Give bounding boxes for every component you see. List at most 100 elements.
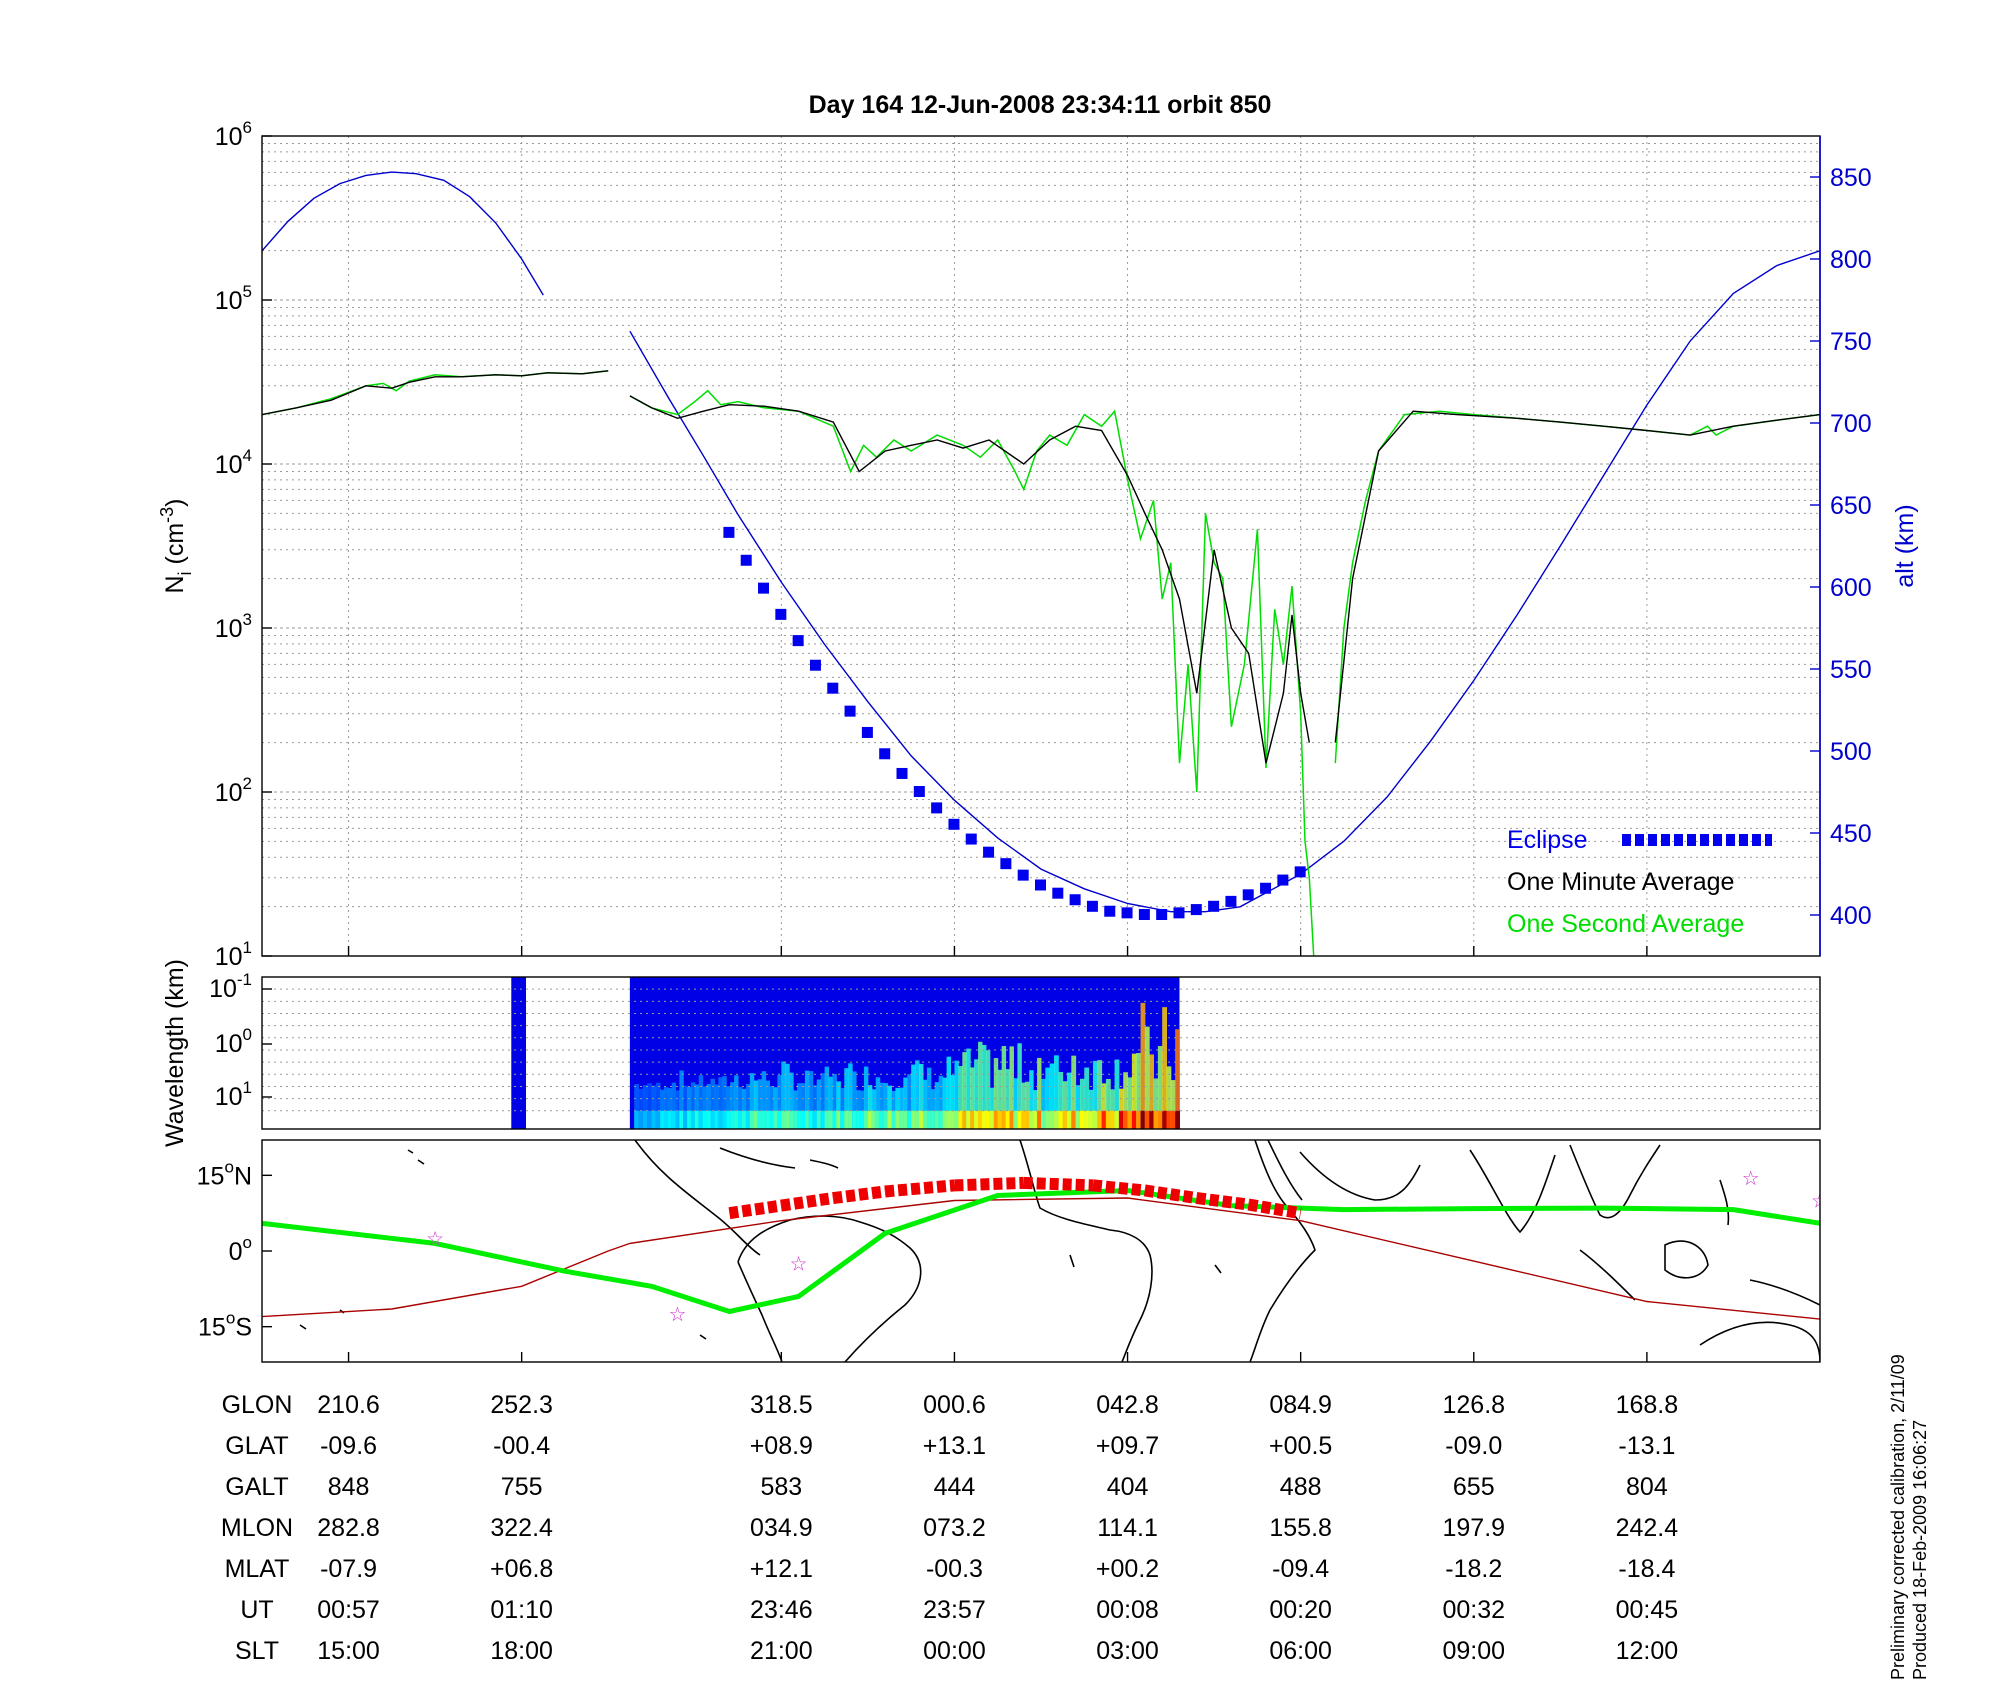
table-cell: +13.1 [923, 1432, 986, 1460]
tick-base: 10 [215, 123, 243, 151]
east-africa-coast [1249, 1140, 1316, 1362]
spectrogram-base [664, 1110, 669, 1129]
spectrogram-column [1021, 1082, 1026, 1129]
spectrogram-column [769, 1086, 774, 1129]
spectrogram-column [962, 1052, 967, 1129]
spectrogram-base [1123, 1110, 1129, 1129]
eclipse-marker [827, 682, 839, 694]
eclipse-marker [879, 748, 891, 760]
one-minute-average-line [262, 370, 609, 416]
spectrogram-base [793, 1110, 798, 1129]
tick-exponent: 6 [243, 118, 252, 137]
spectrogram-column [966, 1048, 971, 1129]
wavelength-tick-label: 101 [215, 1078, 252, 1111]
spectrogram-base [824, 1110, 830, 1129]
table-cell: 210.6 [317, 1391, 380, 1419]
spectrogram-column [946, 1056, 952, 1129]
spectrogram-base [694, 1110, 700, 1129]
spectrogram-column [738, 1086, 743, 1129]
spectrogram-block [511, 977, 526, 1129]
eclipse-marker [809, 659, 821, 671]
spectrogram-column [638, 1088, 644, 1129]
table-cell: 00:20 [1269, 1596, 1332, 1624]
spectrogram-base [907, 1110, 912, 1129]
spectrogram-column [745, 1083, 751, 1129]
eclipse-marker [1017, 869, 1029, 881]
degree-mark: o [226, 1309, 235, 1328]
legend-second-label: One Second Average [1507, 910, 1744, 938]
spectrogram-column [765, 1080, 771, 1129]
table-cell: +12.1 [750, 1555, 813, 1583]
altitude-curve [262, 171, 544, 296]
sumatra-coast [1579, 1249, 1636, 1301]
spectrogram-base [899, 1110, 904, 1129]
spectrogram-base [642, 1110, 648, 1129]
altitude-tick-label: 550 [1830, 656, 1872, 684]
spectrogram-column [718, 1077, 723, 1129]
table-cell: 034.9 [750, 1514, 813, 1542]
table-cell: 042.8 [1096, 1391, 1159, 1419]
spectrogram-column [679, 1070, 684, 1129]
table-cell: 01:10 [490, 1596, 553, 1624]
spectrogram-column [1029, 1070, 1034, 1129]
spectrogram-base [1021, 1110, 1026, 1129]
spectrogram-column [954, 1060, 959, 1129]
spectrogram-column [1105, 1078, 1111, 1129]
table-cell: 23:57 [923, 1596, 986, 1624]
density-grid [262, 136, 1820, 957]
table-cell: +09.7 [1096, 1432, 1159, 1460]
spectrogram-base [761, 1110, 767, 1129]
tick-exponent: 4 [243, 446, 252, 465]
spectrogram-column [1066, 1072, 1072, 1129]
density-axis-label: Ni (cm-3) [157, 498, 195, 593]
hemisphere-letter: S [235, 1314, 252, 1342]
eclipse-marker [861, 726, 873, 738]
spectrogram-base [698, 1110, 704, 1129]
spectrogram-column [749, 1073, 755, 1129]
spectrogram-base [922, 1110, 928, 1129]
spectrogram-base [765, 1110, 771, 1129]
spectrogram-column [1075, 1085, 1081, 1129]
table-cell: -18.4 [1618, 1555, 1675, 1583]
density-axis-exponent: -3 [157, 507, 177, 523]
spectrogram-base [934, 1110, 940, 1129]
spectrogram-base [1066, 1110, 1072, 1129]
spectrogram-base [950, 1110, 955, 1129]
table-cell: 084.9 [1269, 1391, 1332, 1419]
table-cell: 282.8 [317, 1514, 380, 1542]
spectrogram-base [718, 1110, 723, 1129]
table-cell: 21:00 [750, 1637, 813, 1665]
eclipse-marker [1086, 900, 1098, 912]
ground-track-eclipse [1196, 1192, 1250, 1211]
south-america-coast [737, 1215, 922, 1362]
west-africa-coast [1019, 1140, 1153, 1362]
eclipse-marker [983, 846, 995, 858]
spectrogram-column [832, 1073, 837, 1129]
spectrogram-column [1149, 1054, 1155, 1129]
spectrogram-column [706, 1084, 712, 1129]
eclipse-marker [723, 526, 735, 538]
table-cell: 15:00 [317, 1637, 380, 1665]
ground-track-eclipse [1092, 1179, 1146, 1197]
one-minute-average-line [629, 395, 1310, 764]
spectrogram-base [871, 1110, 877, 1129]
spectrogram-base [745, 1110, 751, 1129]
spectrogram-base [1079, 1110, 1085, 1129]
spectrogram-base [804, 1110, 810, 1129]
orbit-parameter-table: GLON GLAT GALT MLON MLAT UT SLT 210.6 -09.6 848 28… [221, 1391, 1678, 1665]
coastlines [299, 1140, 1820, 1362]
altitude-tick-label: 600 [1830, 574, 1872, 602]
ground-track-eclipse [1247, 1198, 1302, 1220]
spectrogram-base [1001, 1110, 1007, 1129]
table-cell: 000.6 [923, 1391, 986, 1419]
tick-base: 10 [215, 615, 243, 643]
spectrogram-base [1017, 1110, 1022, 1129]
altitude-tick-label: 500 [1830, 738, 1872, 766]
ground-track-line [262, 1188, 1820, 1314]
arabia-coast [1299, 1151, 1421, 1201]
spectrogram-area [511, 977, 1180, 1129]
eclipse-marker [1260, 882, 1272, 894]
spectrogram-base [883, 1110, 889, 1129]
spectrogram-column [1131, 1053, 1137, 1129]
